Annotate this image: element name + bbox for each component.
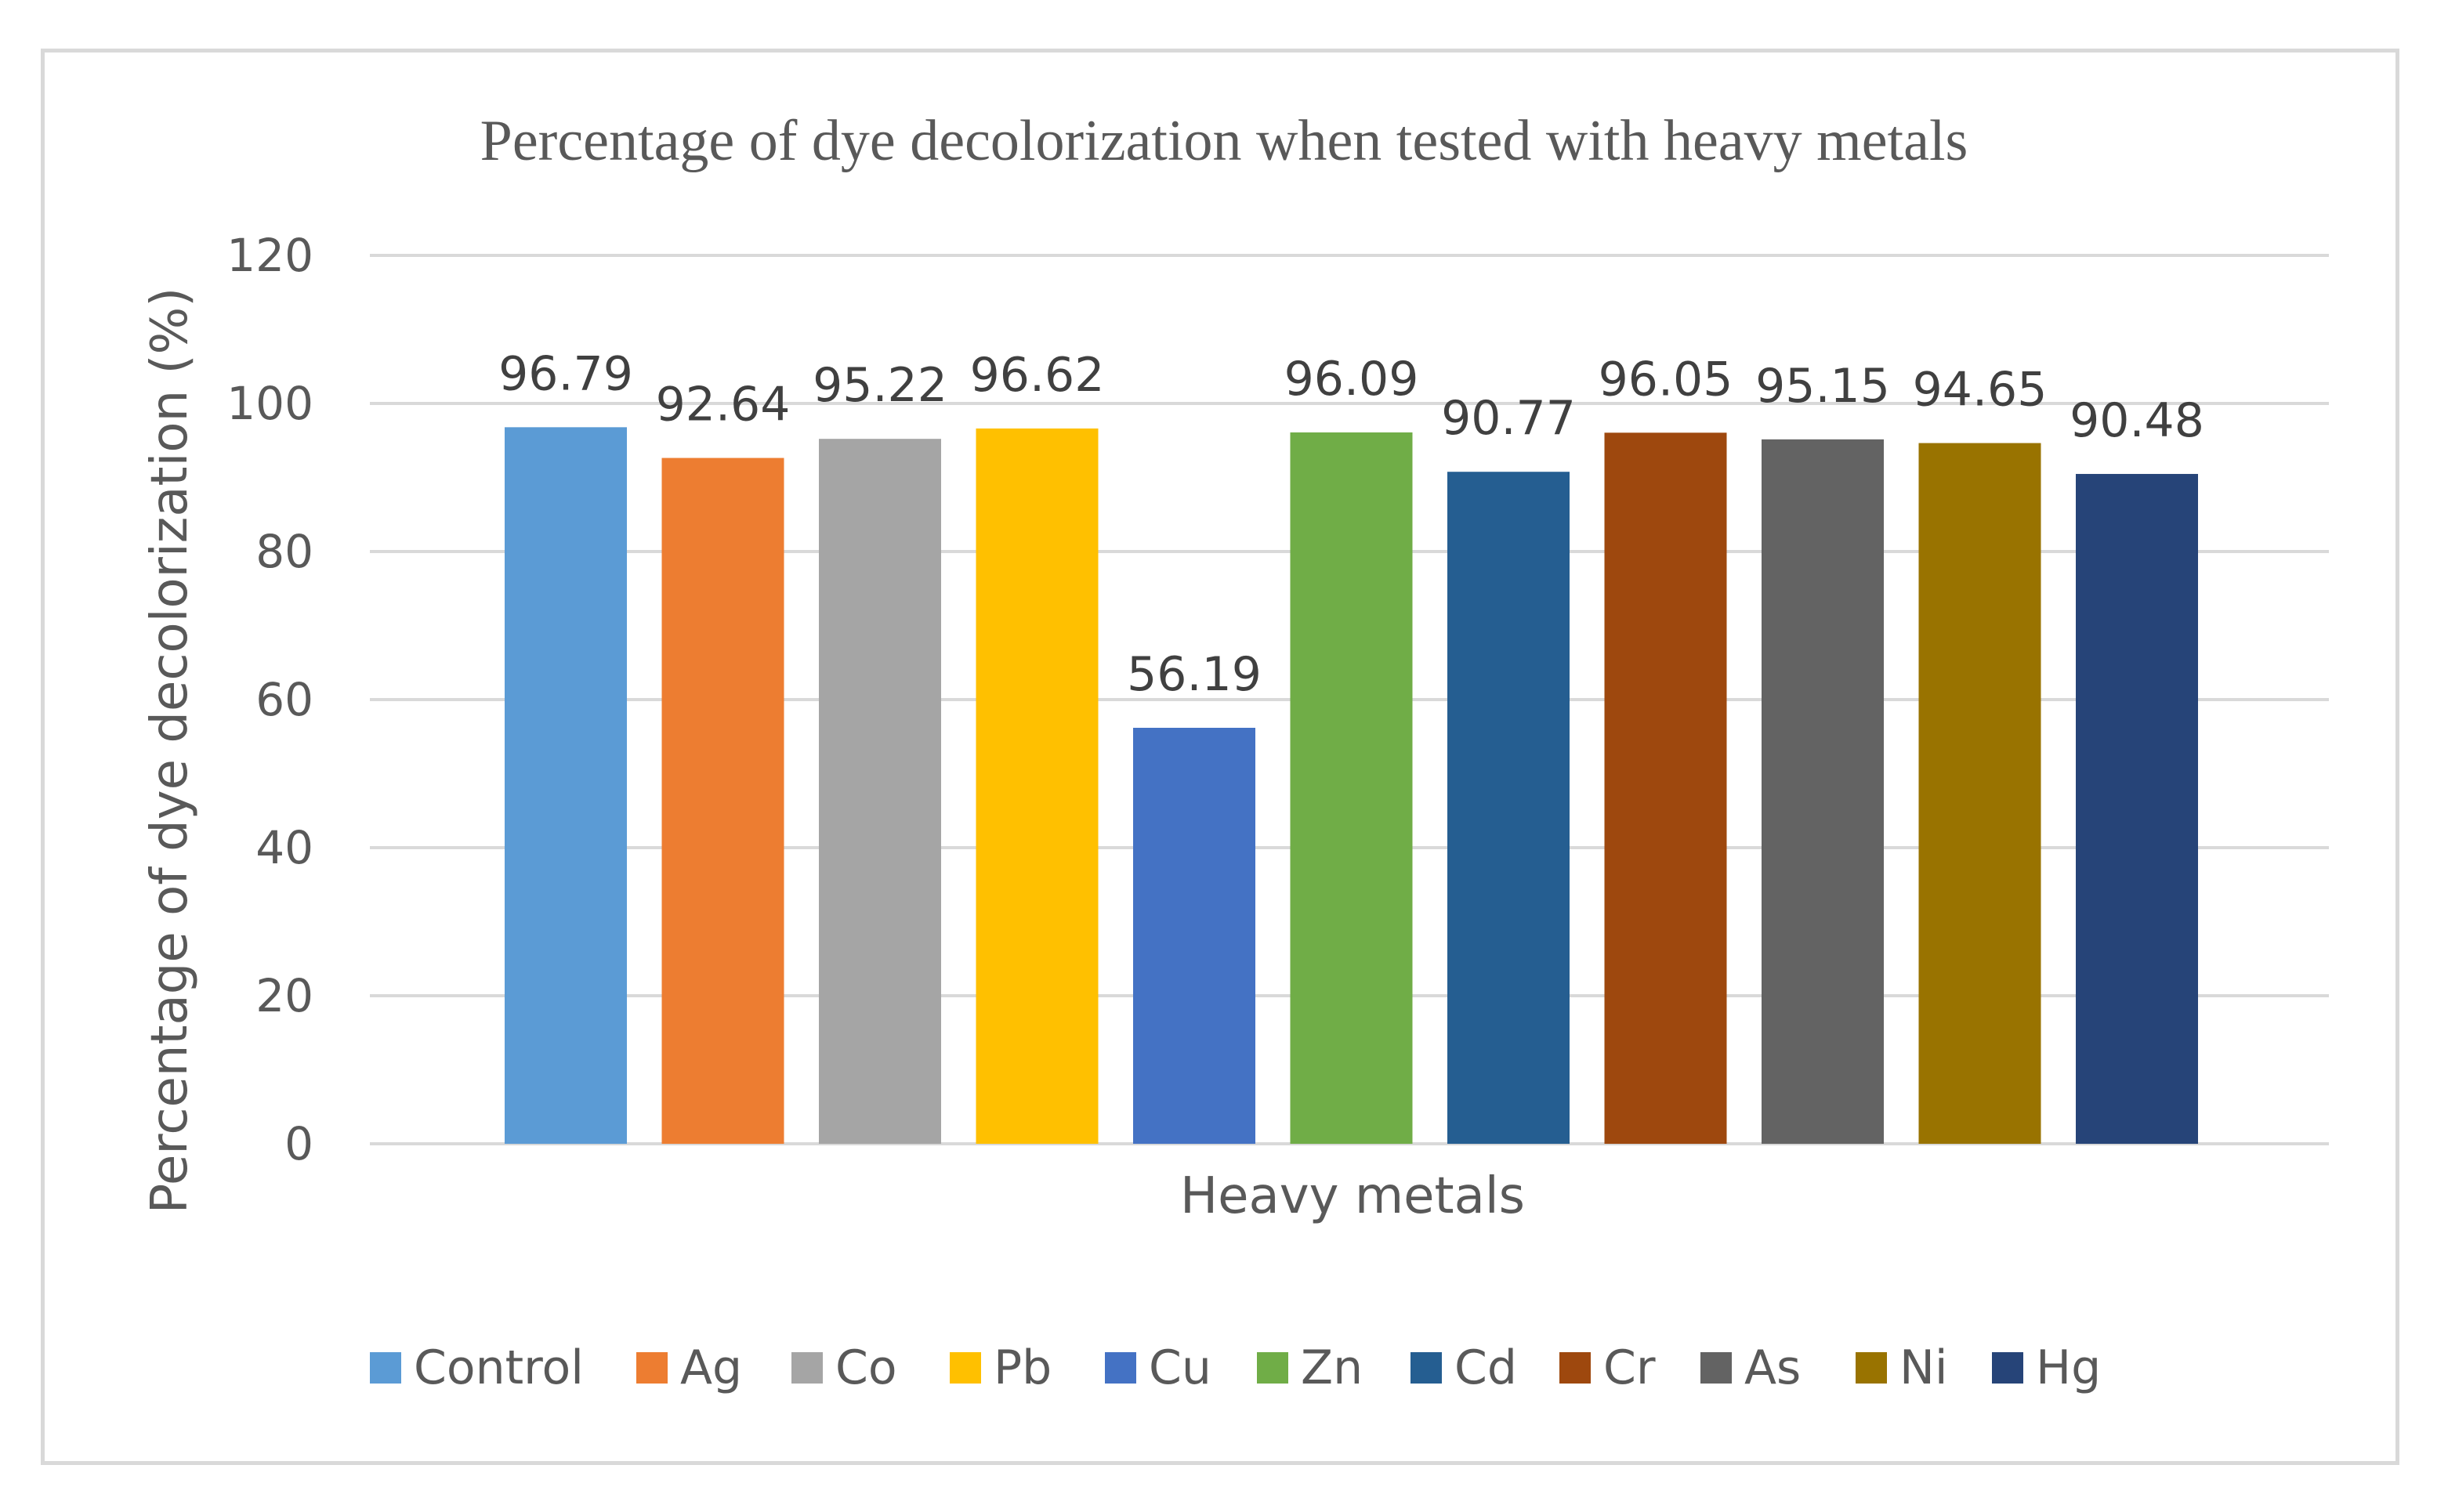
y-tick-label-40: 40 [255, 821, 313, 874]
legend-swatch-cu [1105, 1352, 1136, 1384]
legend-swatch-as [1700, 1352, 1732, 1384]
legend-label-hg: Hg [2036, 1340, 2101, 1395]
legend-label-cu: Cu [1149, 1340, 1211, 1395]
legend-swatch-cd [1410, 1352, 1442, 1384]
data-label-zn: 96.09 [1284, 352, 1419, 407]
legend-swatch-co [791, 1352, 823, 1384]
data-label-cd: 90.77 [1441, 391, 1576, 446]
bar-pb [976, 428, 1099, 1144]
bar-co [819, 439, 941, 1144]
legend-swatch-ni [1856, 1352, 1887, 1384]
y-tick-label-20: 20 [255, 969, 313, 1022]
bar-cu [1133, 728, 1255, 1144]
y-tick-label-60: 60 [255, 673, 313, 726]
legend-label-as: As [1744, 1340, 1801, 1395]
data-labels: 96.79 92.64 95.22 96.62 56.19 96.09 90.77 96.05… [498, 346, 2204, 702]
bar-cd [1447, 472, 1570, 1144]
data-label-ag: 92.64 [656, 378, 791, 432]
bar-ni [1918, 443, 2041, 1144]
bar-control [505, 427, 627, 1144]
legend-label-pb: Pb [994, 1340, 1052, 1395]
legend-label-co: Co [835, 1340, 897, 1395]
bars [505, 427, 2198, 1144]
y-axis-title: Percentage of dye decolorization (%) [141, 288, 199, 1214]
legend-swatch-hg [1992, 1352, 2023, 1384]
bar-ag [661, 458, 784, 1144]
data-label-pb: 96.62 [970, 348, 1105, 403]
y-tick-label-80: 80 [255, 525, 313, 578]
legend-swatch-control [370, 1352, 401, 1384]
bar-as [1762, 439, 1884, 1144]
legend-label-zn: Zn [1301, 1340, 1363, 1395]
data-label-cu: 56.19 [1127, 647, 1262, 702]
legend-swatch-pb [950, 1352, 981, 1384]
data-label-co: 95.22 [813, 358, 947, 413]
legend-label-cd: Cd [1454, 1340, 1517, 1395]
legend-swatch-cr [1559, 1352, 1591, 1384]
bar-hg [2076, 473, 2198, 1144]
y-tick-label-0: 0 [284, 1117, 313, 1170]
data-label-ni: 94.65 [1913, 363, 2048, 418]
legend-label-cr: Cr [1603, 1340, 1656, 1395]
data-label-as: 95.15 [1755, 359, 1890, 414]
bar-cr [1604, 432, 1727, 1144]
data-label-control: 96.79 [498, 346, 633, 401]
data-label-cr: 96.05 [1599, 352, 1733, 407]
data-label-hg: 90.48 [2070, 393, 2204, 448]
y-axis-ticks: 0 20 40 60 80 100 120 [226, 229, 313, 1170]
legend-label-ni: Ni [1899, 1340, 1948, 1395]
legend-label-ag: Ag [680, 1340, 742, 1395]
x-axis-title: Heavy metals [1180, 1167, 1525, 1225]
legend-swatch-ag [636, 1352, 668, 1384]
y-tick-label-120: 120 [226, 229, 313, 282]
legend-label-control: Control [414, 1340, 584, 1395]
y-tick-label-100: 100 [226, 377, 313, 430]
chart-title: Percentage of dye decolorization when te… [480, 109, 1968, 173]
legend-swatch-zn [1257, 1352, 1288, 1384]
bar-zn [1290, 432, 1413, 1144]
legend: Control Ag Co Pb Cu Zn Cd Cr As Ni Hg [370, 1340, 2101, 1395]
